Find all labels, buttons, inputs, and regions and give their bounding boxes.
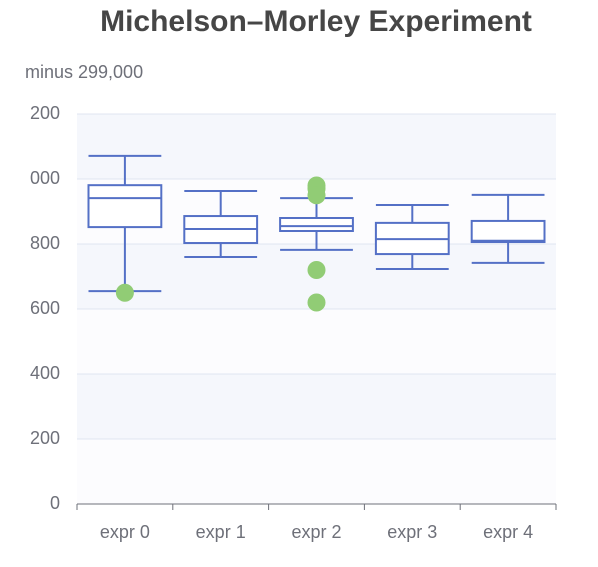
y-tick-label: 200 <box>30 428 60 448</box>
x-tick-label: expr 3 <box>387 522 437 542</box>
box <box>87 184 163 229</box>
outlier <box>115 283 134 302</box>
x-tick-label: expr 0 <box>100 522 150 542</box>
y-tick-label: 600 <box>30 298 60 318</box>
chart-title: Michelson–Morley Experiment <box>100 5 532 38</box>
box <box>279 217 354 232</box>
y-tick-label: 400 <box>30 363 60 383</box>
split-area <box>77 439 556 504</box>
box <box>470 219 546 244</box>
y-tick-label: 0 <box>50 493 60 513</box>
y-tick-label: 800 <box>30 233 60 253</box>
x-tick-label: expr 2 <box>291 522 341 542</box>
x-tick-label: expr 4 <box>483 522 533 542</box>
split-area <box>77 309 556 374</box>
outlier <box>307 261 326 279</box>
x-tick-label: expr 1 <box>196 522 246 542</box>
split-area <box>77 374 556 439</box>
chart-subtitle: minus 299,000 <box>25 62 143 82</box>
y-tick-label: 000 <box>30 168 60 188</box>
y-tick-label: 200 <box>30 103 60 123</box>
outlier <box>307 186 326 205</box>
split-area <box>77 114 556 179</box>
outlier <box>307 293 326 312</box>
